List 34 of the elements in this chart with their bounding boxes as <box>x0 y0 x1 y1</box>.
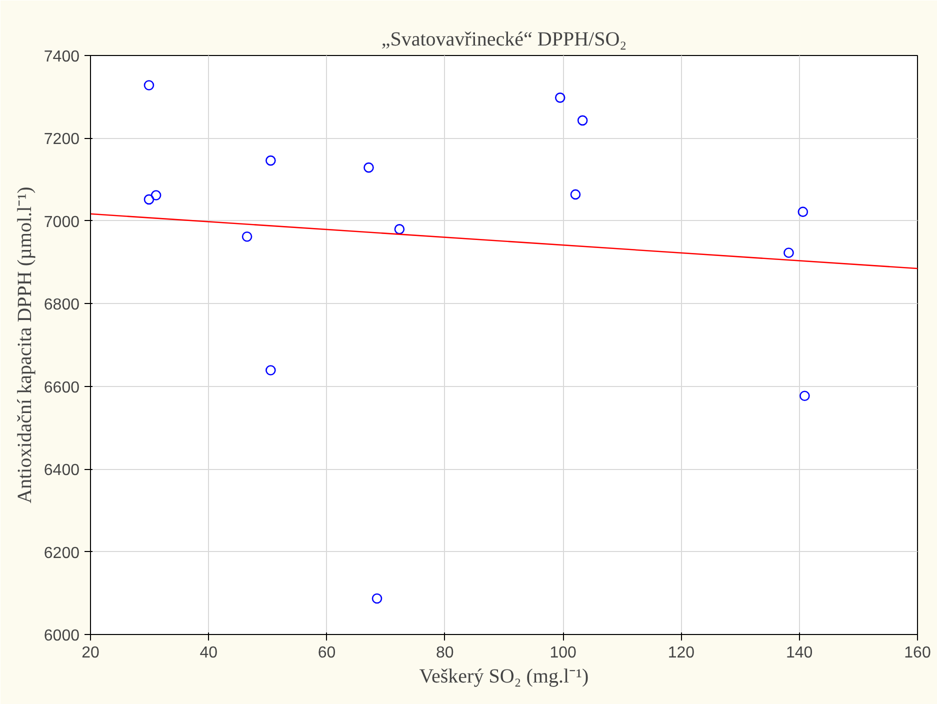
point <box>266 155 276 166</box>
y-tick-label: 6600 <box>44 379 80 396</box>
x-tick-label: 20 <box>82 644 100 662</box>
point <box>144 194 154 205</box>
y-tick-label: 6000 <box>44 628 80 644</box>
y-tick-label: 7000 <box>44 214 80 231</box>
x-tick-label: 100 <box>550 644 577 662</box>
point <box>798 206 808 217</box>
point <box>784 248 794 258</box>
point <box>144 80 154 90</box>
point <box>364 162 374 173</box>
x-tick-label: 80 <box>436 644 454 662</box>
x-tick-label: 60 <box>318 644 336 662</box>
point <box>394 224 405 234</box>
x-tick-label: 140 <box>786 644 813 662</box>
y-axis-title: Antioxidační kapacita DPPH (µmol.l⁻¹) <box>14 186 36 504</box>
y-tick-label: 7200 <box>44 131 80 148</box>
chart-title: „Svatovavřinecké“ DPPH/SO₂ <box>381 28 627 50</box>
y-tick-label: 6400 <box>44 462 80 480</box>
point <box>570 189 581 200</box>
point <box>577 115 588 126</box>
x-tick-label: 160 <box>904 644 931 662</box>
point <box>150 190 162 200</box>
point <box>554 92 566 103</box>
y-tick-label: 7400 <box>44 48 80 66</box>
y-tick-label: 6800 <box>44 296 80 314</box>
point <box>242 232 252 242</box>
point <box>266 365 276 376</box>
x-axis-title: Veškerý SO₂ (mg.l⁻¹) <box>419 666 589 688</box>
x-tick-label: 40 <box>200 644 218 662</box>
point <box>800 390 810 402</box>
y-tick-label: 6200 <box>44 544 80 562</box>
x-tick-label: 120 <box>668 644 695 662</box>
point <box>372 593 382 604</box>
